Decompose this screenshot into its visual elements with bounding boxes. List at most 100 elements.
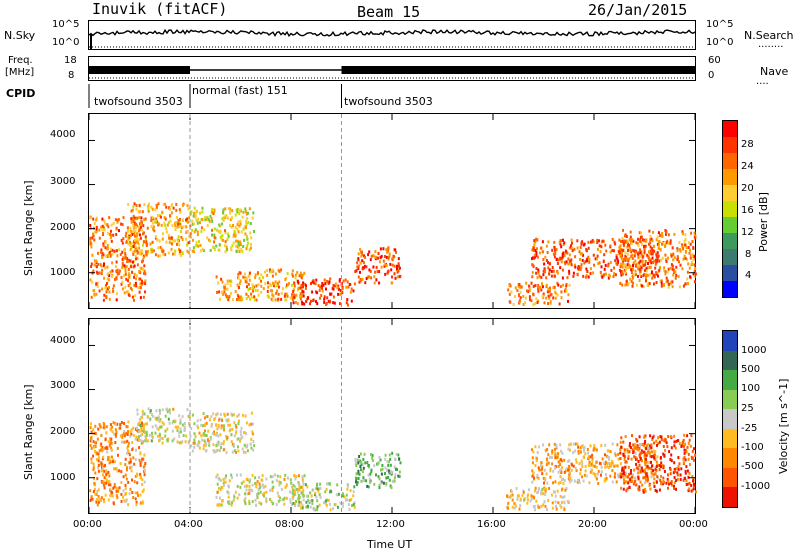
power-echo-cell [394, 248, 397, 252]
power-echo-cell [274, 298, 277, 302]
velocity-echo-cell [246, 449, 249, 453]
velocity-echo-cell [238, 493, 241, 497]
power-echo-cell [563, 241, 566, 245]
velocity-echo-cell [97, 459, 100, 463]
power-echo-cell [660, 279, 663, 283]
velocity-echo-cell [203, 439, 206, 443]
power-echo-cell [684, 282, 687, 286]
power-echo-cell [195, 219, 198, 222]
power-echo-cell [356, 261, 359, 265]
power-echo-cell [640, 266, 643, 270]
power-echo-cell [133, 264, 136, 268]
velocity-echo-cell [600, 444, 603, 448]
power-echo-cell [532, 303, 535, 307]
power-echo-cell [270, 297, 273, 301]
power-echo-cell [627, 249, 629, 252]
power-echo-cell [241, 250, 244, 254]
velocity-echo-cell [619, 457, 622, 460]
power-echo-cell [125, 231, 128, 235]
power-echo-cell [333, 301, 336, 305]
velocity-echo-cell [327, 498, 330, 502]
velocity-echo-cell [329, 502, 331, 506]
power-echo-cell [133, 298, 135, 302]
velocity-echo-cell [646, 474, 649, 478]
power-echo-cell [649, 245, 652, 249]
velocity-echo-cell [641, 443, 644, 446]
power-echo-cell [662, 241, 665, 245]
power-echo-cell [513, 295, 516, 298]
velocity-echo-cell [506, 494, 508, 498]
power-echo-cell [239, 219, 242, 223]
power-echo-cell [102, 244, 105, 248]
velocity-echo-cell [156, 426, 159, 430]
velocity-echo-cell [531, 461, 534, 465]
velocity-echo-cell [215, 423, 218, 427]
power-echo-cell [537, 283, 540, 287]
power-echo-cell [588, 258, 591, 262]
velocity-echo-cell [89, 422, 92, 426]
velocity-echo-cell [161, 437, 164, 440]
power-echo-cell [664, 270, 667, 274]
power-echo-cell [277, 297, 280, 301]
power-echo-cell [178, 243, 181, 247]
velocity-echo-cell [625, 475, 628, 478]
velocity-echo-cell [94, 450, 97, 453]
power-echo-cell [276, 289, 279, 293]
power-echo-cell [133, 234, 136, 238]
power-echo-cell [690, 263, 693, 267]
power-echo-cell [581, 252, 583, 256]
velocity-echo-cell [589, 444, 592, 448]
velocity-echo-cell [294, 504, 297, 508]
velocity-echo-cell [207, 429, 210, 433]
power-echo-cell [592, 253, 595, 257]
velocity-echo-cell [386, 460, 389, 464]
power-echo-cell [556, 281, 559, 285]
power-echo-cell [178, 225, 181, 229]
power-echo-cell [107, 231, 110, 235]
velocity-echo-cell [271, 502, 274, 505]
power-echo-cell [631, 284, 634, 288]
velocity-echo-cell [205, 434, 208, 437]
velocity-echo-cell [531, 469, 534, 473]
power-echo-cell [250, 296, 253, 299]
velocity-echo-cell [316, 505, 319, 509]
power-echo-cell [128, 276, 131, 280]
power-echo-cell [631, 281, 634, 285]
power-echo-cell [398, 266, 401, 270]
power-echo-cell [206, 224, 209, 228]
velocity-echo-cell [248, 423, 251, 427]
velocity-echo-cell [394, 473, 397, 477]
power-echo-cell [181, 252, 184, 256]
velocity-echo-cell [589, 470, 592, 474]
power-echo-cell [630, 254, 633, 258]
power-echo-cell [220, 238, 223, 242]
velocity-echo-cell [312, 488, 315, 492]
power-echo-cell [102, 253, 105, 257]
velocity-echo-cell [354, 460, 357, 464]
power-echo-cell [192, 214, 195, 218]
power-echo-cell [621, 258, 624, 262]
power-echo-cell [223, 288, 226, 292]
velocity-echo-cell [587, 464, 590, 467]
power-echo-cell [147, 204, 150, 208]
velocity-echo-cell [102, 466, 104, 470]
power-echo-cell [694, 234, 697, 238]
power-echo-cell [332, 301, 335, 305]
velocity-echo-cell [245, 477, 248, 481]
power-echo-cell [636, 252, 639, 256]
power-echo-cell [653, 282, 655, 286]
velocity-echo-cell [94, 432, 97, 436]
velocity-echo-cell [317, 489, 320, 493]
velocity-echo-cell [356, 481, 359, 484]
power-echo-cell [689, 248, 691, 252]
power-echo-cell [598, 244, 601, 248]
power-echo-cell [350, 287, 353, 291]
velocity-echo-cell [117, 489, 120, 493]
power-echo-cell [370, 254, 373, 258]
velocity-echo-cell [94, 445, 97, 448]
velocity-echo-cell [90, 446, 93, 450]
velocity-echo-cell [141, 457, 144, 461]
power-echo-cell [638, 239, 641, 243]
power-echo-cell [172, 252, 175, 256]
velocity-echo-cell [106, 450, 109, 454]
